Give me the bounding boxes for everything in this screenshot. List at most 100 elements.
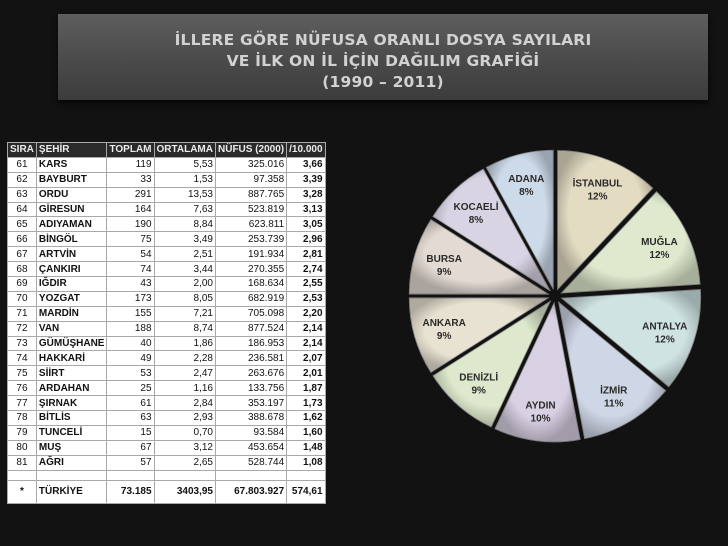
cell-per-10000: 3,66	[286, 156, 326, 173]
cell-nufus: 253.739	[214, 231, 288, 248]
cell-per-10000: 1,73	[286, 395, 326, 412]
cell-per-10000: 3,13	[286, 201, 326, 218]
cell-toplam: 155	[106, 305, 155, 322]
pie-slice-shading	[561, 289, 701, 387]
header-ortalama: ORTALAMA	[153, 142, 217, 158]
table-row: 80 MUŞ 67 3,12 453.654 1,48	[7, 439, 326, 456]
table-row: 63 ORDU 291 13,53 887.765 3,28	[7, 186, 326, 203]
cell-sehir: ORDU	[35, 186, 108, 203]
cell-ortalama: 2,51	[153, 246, 217, 263]
header-sira: SIRA	[7, 142, 37, 158]
cell-toplam: 33	[106, 171, 155, 188]
cell-nufus: 270.355	[214, 261, 288, 278]
pie-category-label: İSTANBUL	[573, 177, 623, 190]
pie-value-label: 9%	[437, 267, 452, 278]
cell-toplam: 67	[106, 439, 155, 456]
cell-sira: 72	[7, 320, 37, 337]
pie-slice-shading	[409, 219, 549, 295]
cell-sehir: GÜMÜŞHANE	[35, 335, 108, 352]
pie-value-label: 12%	[649, 250, 669, 261]
pie-slice-shading	[486, 150, 554, 290]
cell-sehir: ARDAHAN	[35, 380, 108, 397]
cell-ortalama: 0,70	[153, 424, 217, 441]
table-row: 76 ARDAHAN 25 1,16 133.756 1,87	[7, 380, 326, 397]
cell-ortalama: 1,86	[153, 335, 217, 352]
cell-per-10000: 1,87	[286, 380, 326, 397]
pie-value-label: 8%	[519, 187, 534, 198]
cell-sehir: ÇANKIRI	[35, 261, 108, 278]
cell-sehir: SİİRT	[35, 365, 108, 382]
title-line-2: VE İLK ON İL İÇİN DAĞILIM GRAFİĞİ	[226, 52, 540, 70]
table-header-row: SIRA ŞEHİR TOPLAM ORTALAMA NÜFUS (2000) …	[7, 142, 326, 158]
cell-sehir: BAYBURT	[35, 171, 108, 188]
pie-category-label: İZMİR	[600, 383, 628, 396]
pie-category-label: ANKARA	[422, 318, 465, 329]
cell-toplam: 75	[106, 231, 155, 248]
cell-per-10000: 2,14	[286, 335, 326, 352]
pie-slice-shading	[409, 297, 549, 373]
header-per-10000: /10.000	[286, 142, 326, 158]
cell-sira: 78	[7, 410, 37, 426]
total-cell-sira: *	[7, 479, 37, 504]
cell-per-10000: 1,60	[286, 424, 326, 441]
cell-toplam: 63	[106, 410, 155, 426]
pie-category-label: MUĞLA	[641, 235, 678, 248]
cell-nufus: 887.765	[214, 186, 288, 203]
cell-nufus: 168.634	[214, 276, 288, 292]
pie-value-label: 8%	[469, 215, 484, 226]
cell-ortalama: 2,84	[153, 395, 217, 412]
pie-category-label: BURSA	[426, 254, 462, 265]
cell-ortalama: 7,21	[153, 305, 217, 322]
cell-sira: 65	[7, 216, 37, 233]
table-row: 75 SİİRT 53 2,47 263.676 2,01	[7, 365, 326, 382]
pie-slice-shading	[561, 191, 701, 294]
pie-value-label: 12%	[655, 335, 675, 346]
cell-per-10000: 3,28	[286, 186, 326, 203]
cell-ortalama: 3,44	[153, 261, 217, 278]
total-cell-ortalama: 3403,95	[153, 479, 217, 504]
pie-value-label: 9%	[437, 331, 452, 342]
cell-nufus: 877.524	[214, 320, 288, 337]
cell-sehir: GİRESUN	[35, 201, 108, 218]
pie-category-label: DENİZLİ	[459, 371, 498, 384]
table-row: 68 ÇANKIRI 74 3,44 270.355 2,74	[7, 261, 326, 278]
cell-toplam: 61	[106, 395, 155, 412]
table-row: 72 VAN 188 8,74 877.524 2,14	[7, 320, 326, 337]
title-banner: İLLERE GÖRE NÜFUSA ORANLI DOSYA SAYILARI…	[58, 14, 708, 100]
table-row: 66 BİNGÖL 75 3,49 253.739 2,96	[7, 231, 326, 248]
cell-ortalama: 1,53	[153, 171, 217, 188]
pie-slice-shading	[494, 302, 581, 442]
cell-sira: 77	[7, 395, 37, 412]
cell-nufus: 523.819	[214, 201, 288, 218]
pie-value-label: 9%	[471, 386, 486, 397]
cell-per-10000: 2,81	[286, 246, 326, 263]
cell-ortalama: 7,63	[153, 201, 217, 218]
cell-sira: 76	[7, 380, 37, 397]
cell-sira: 71	[7, 305, 37, 322]
table-total-row: * TÜRKİYE 73.185 3403,95 67.803.927 574,61	[7, 479, 326, 504]
pie-slice-shading	[557, 150, 653, 290]
cell-ortalama: 2,47	[153, 365, 217, 382]
cell-toplam: 15	[106, 424, 155, 441]
pie-value-label: 11%	[604, 398, 624, 409]
cell-toplam: 173	[106, 290, 155, 307]
cell-sehir: KARS	[35, 156, 108, 173]
province-table: SIRA ŞEHİR TOPLAM ORTALAMA NÜFUS (2000) …	[7, 142, 326, 504]
cell-toplam: 57	[106, 454, 155, 471]
cell-sehir: VAN	[35, 320, 108, 337]
title-line-3: (1990 – 2011)	[322, 73, 444, 91]
cell-per-10000: 2,01	[286, 365, 326, 382]
cell-nufus: 236.581	[214, 350, 288, 367]
pie-value-label: 10%	[531, 414, 551, 425]
table-spacer-row	[7, 469, 326, 481]
cell-toplam: 49	[106, 350, 155, 367]
cell-nufus: 93.584	[214, 424, 288, 441]
table-row: 62 BAYBURT 33 1,53 97.358 3,39	[7, 171, 326, 188]
cell-toplam: 291	[106, 186, 155, 203]
pie-category-label: AYDIN	[525, 401, 555, 412]
total-cell-per-10000: 574,61	[286, 479, 326, 504]
table-row: 79 TUNCELİ 15 0,70 93.584 1,60	[7, 424, 326, 441]
cell-sira: 81	[7, 454, 37, 471]
title-line-1: İLLERE GÖRE NÜFUSA ORANLI DOSYA SAYILARI	[174, 31, 592, 49]
pie-value-label: 12%	[587, 192, 607, 203]
